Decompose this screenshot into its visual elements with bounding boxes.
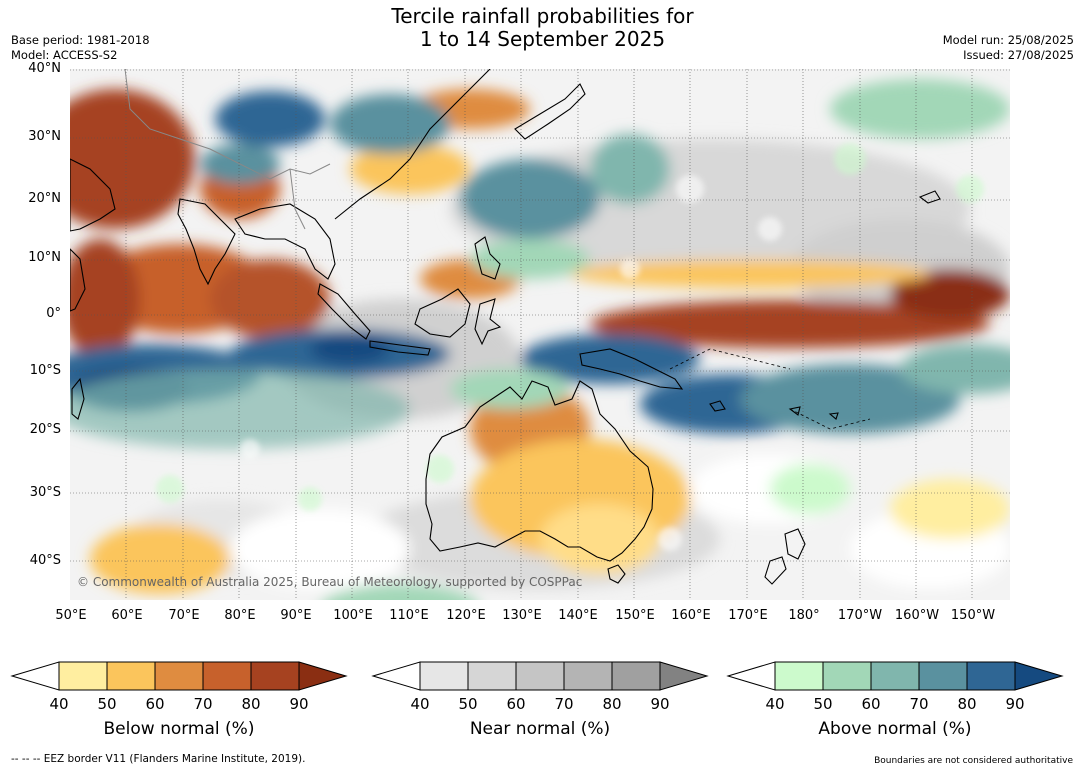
cb-above-tick-60: 60 <box>861 695 881 713</box>
lon-label-160w: 160°W <box>894 608 940 623</box>
coastlines <box>70 69 941 585</box>
lon-label-150w: 150°W <box>950 608 996 623</box>
cb-near-tick-60: 60 <box>506 695 526 713</box>
lon-label-90e: 90°E <box>280 608 312 623</box>
colorbar-near-normal <box>371 661 709 691</box>
borders <box>124 69 331 230</box>
lon-label-170e: 170°E <box>728 608 768 623</box>
base-period-text: Base period: 1981-2018 <box>11 33 150 47</box>
boundaries-disclaimer: Boundaries are not considered authoritat… <box>874 756 1073 766</box>
cb-below-tick-40: 40 <box>49 695 69 713</box>
cb-below-tick-90: 90 <box>289 695 309 713</box>
colorbar-above-swatch-4 <box>918 661 968 691</box>
lon-label-150e: 150°E <box>615 608 655 623</box>
lat-label-0: 0° <box>46 306 61 321</box>
cb-below-tick-50: 50 <box>97 695 117 713</box>
cb-near-tick-80: 80 <box>602 695 622 713</box>
colorbar-near-swatch-2 <box>467 661 517 691</box>
model-text: Model: ACCESS-S2 <box>11 48 118 62</box>
cb-above-tick-80: 80 <box>957 695 977 713</box>
colorbar-below-swatch-5 <box>250 661 300 691</box>
lon-label-80e: 80°E <box>224 608 256 623</box>
lat-label-20n: 20°N <box>28 191 61 206</box>
cb-above-tick-90: 90 <box>1005 695 1025 713</box>
lat-label-10n: 10°N <box>28 250 61 265</box>
lon-label-160e: 160°E <box>671 608 711 623</box>
copyright-notice: © Commonwealth of Australia 2025, Bureau… <box>77 575 583 589</box>
colorbar-below-extend <box>298 661 348 691</box>
lat-label-30s: 30°S <box>29 485 61 500</box>
probability-map <box>70 69 1010 600</box>
lat-label-40n: 40°N <box>28 61 61 76</box>
colorbar-above-swatch-5 <box>966 661 1016 691</box>
lat-label-20s: 20°S <box>29 422 61 437</box>
lon-label-60e: 60°E <box>111 608 143 623</box>
colorbar-below-swatch-3 <box>154 661 204 691</box>
colorbar-below-swatch-1 <box>58 661 108 691</box>
colorbar-near-swatch-1 <box>419 661 469 691</box>
cb-below-tick-60: 60 <box>145 695 165 713</box>
colorbar-above-normal <box>726 661 1064 691</box>
lon-label-110e: 110°E <box>389 608 429 623</box>
colorbar-above-swatch-3 <box>870 661 920 691</box>
graticule <box>70 69 1010 600</box>
meta-right: Model run: 25/08/2025 Issued: 27/08/2025 <box>943 33 1074 63</box>
lon-label-100e: 100°E <box>333 608 373 623</box>
colorbar-below-label: Below normal (%) <box>103 719 255 739</box>
lon-label-120e: 120°E <box>446 608 486 623</box>
eez-footnote: -- -- -- EEZ border V11 (Flanders Marine… <box>11 753 306 765</box>
colorbar-near-swatch-3 <box>515 661 565 691</box>
cb-above-tick-70: 70 <box>909 695 929 713</box>
issued-text: Issued: 27/08/2025 <box>963 48 1074 62</box>
lon-label-140e: 140°E <box>558 608 598 623</box>
eez-borders <box>669 348 871 430</box>
cb-near-tick-70: 70 <box>554 695 574 713</box>
colorbar-above-swatch-1 <box>774 661 824 691</box>
lon-label-70e: 70°E <box>168 608 200 623</box>
lon-label-180: 180° <box>788 608 820 623</box>
cb-below-tick-80: 80 <box>241 695 261 713</box>
colorbar-below-normal <box>10 661 348 691</box>
cb-near-tick-50: 50 <box>458 695 478 713</box>
colorbar-near-swatch-4 <box>563 661 613 691</box>
lon-label-50e: 50°E <box>55 608 87 623</box>
colorbar-above-label: Above normal (%) <box>818 719 972 739</box>
meta-left: Base period: 1981-2018 Model: ACCESS-S2 <box>11 33 150 63</box>
colorbar-near-extend <box>659 661 709 691</box>
probability-field <box>70 79 1010 600</box>
map-title-line-2: 1 to 14 September 2025 <box>419 27 666 51</box>
lon-label-170w: 170°W <box>837 608 883 623</box>
colorbars <box>10 661 1064 691</box>
colorbar-near-swatch-5 <box>611 661 661 691</box>
colorbar-above-swatch-2 <box>822 661 872 691</box>
cb-above-tick-50: 50 <box>813 695 833 713</box>
colorbar-above-extend <box>1014 661 1064 691</box>
map-canvas <box>70 69 1010 600</box>
map-title-line-1: Tercile rainfall probabilities for <box>391 4 694 28</box>
colorbar-near-label: Near normal (%) <box>469 719 611 739</box>
cb-near-tick-90: 90 <box>650 695 670 713</box>
colorbar-below-swatch-2 <box>106 661 156 691</box>
cb-above-tick-40: 40 <box>765 695 785 713</box>
lat-label-30n: 30°N <box>28 129 61 144</box>
lon-label-130e: 130°E <box>502 608 542 623</box>
lat-label-40s: 40°S <box>29 553 61 568</box>
cb-near-tick-40: 40 <box>410 695 430 713</box>
colorbar-below-swatch-4 <box>202 661 252 691</box>
cb-below-tick-70: 70 <box>193 695 213 713</box>
model-run-text: Model run: 25/08/2025 <box>942 33 1074 47</box>
lat-label-10s: 10°S <box>29 363 61 378</box>
